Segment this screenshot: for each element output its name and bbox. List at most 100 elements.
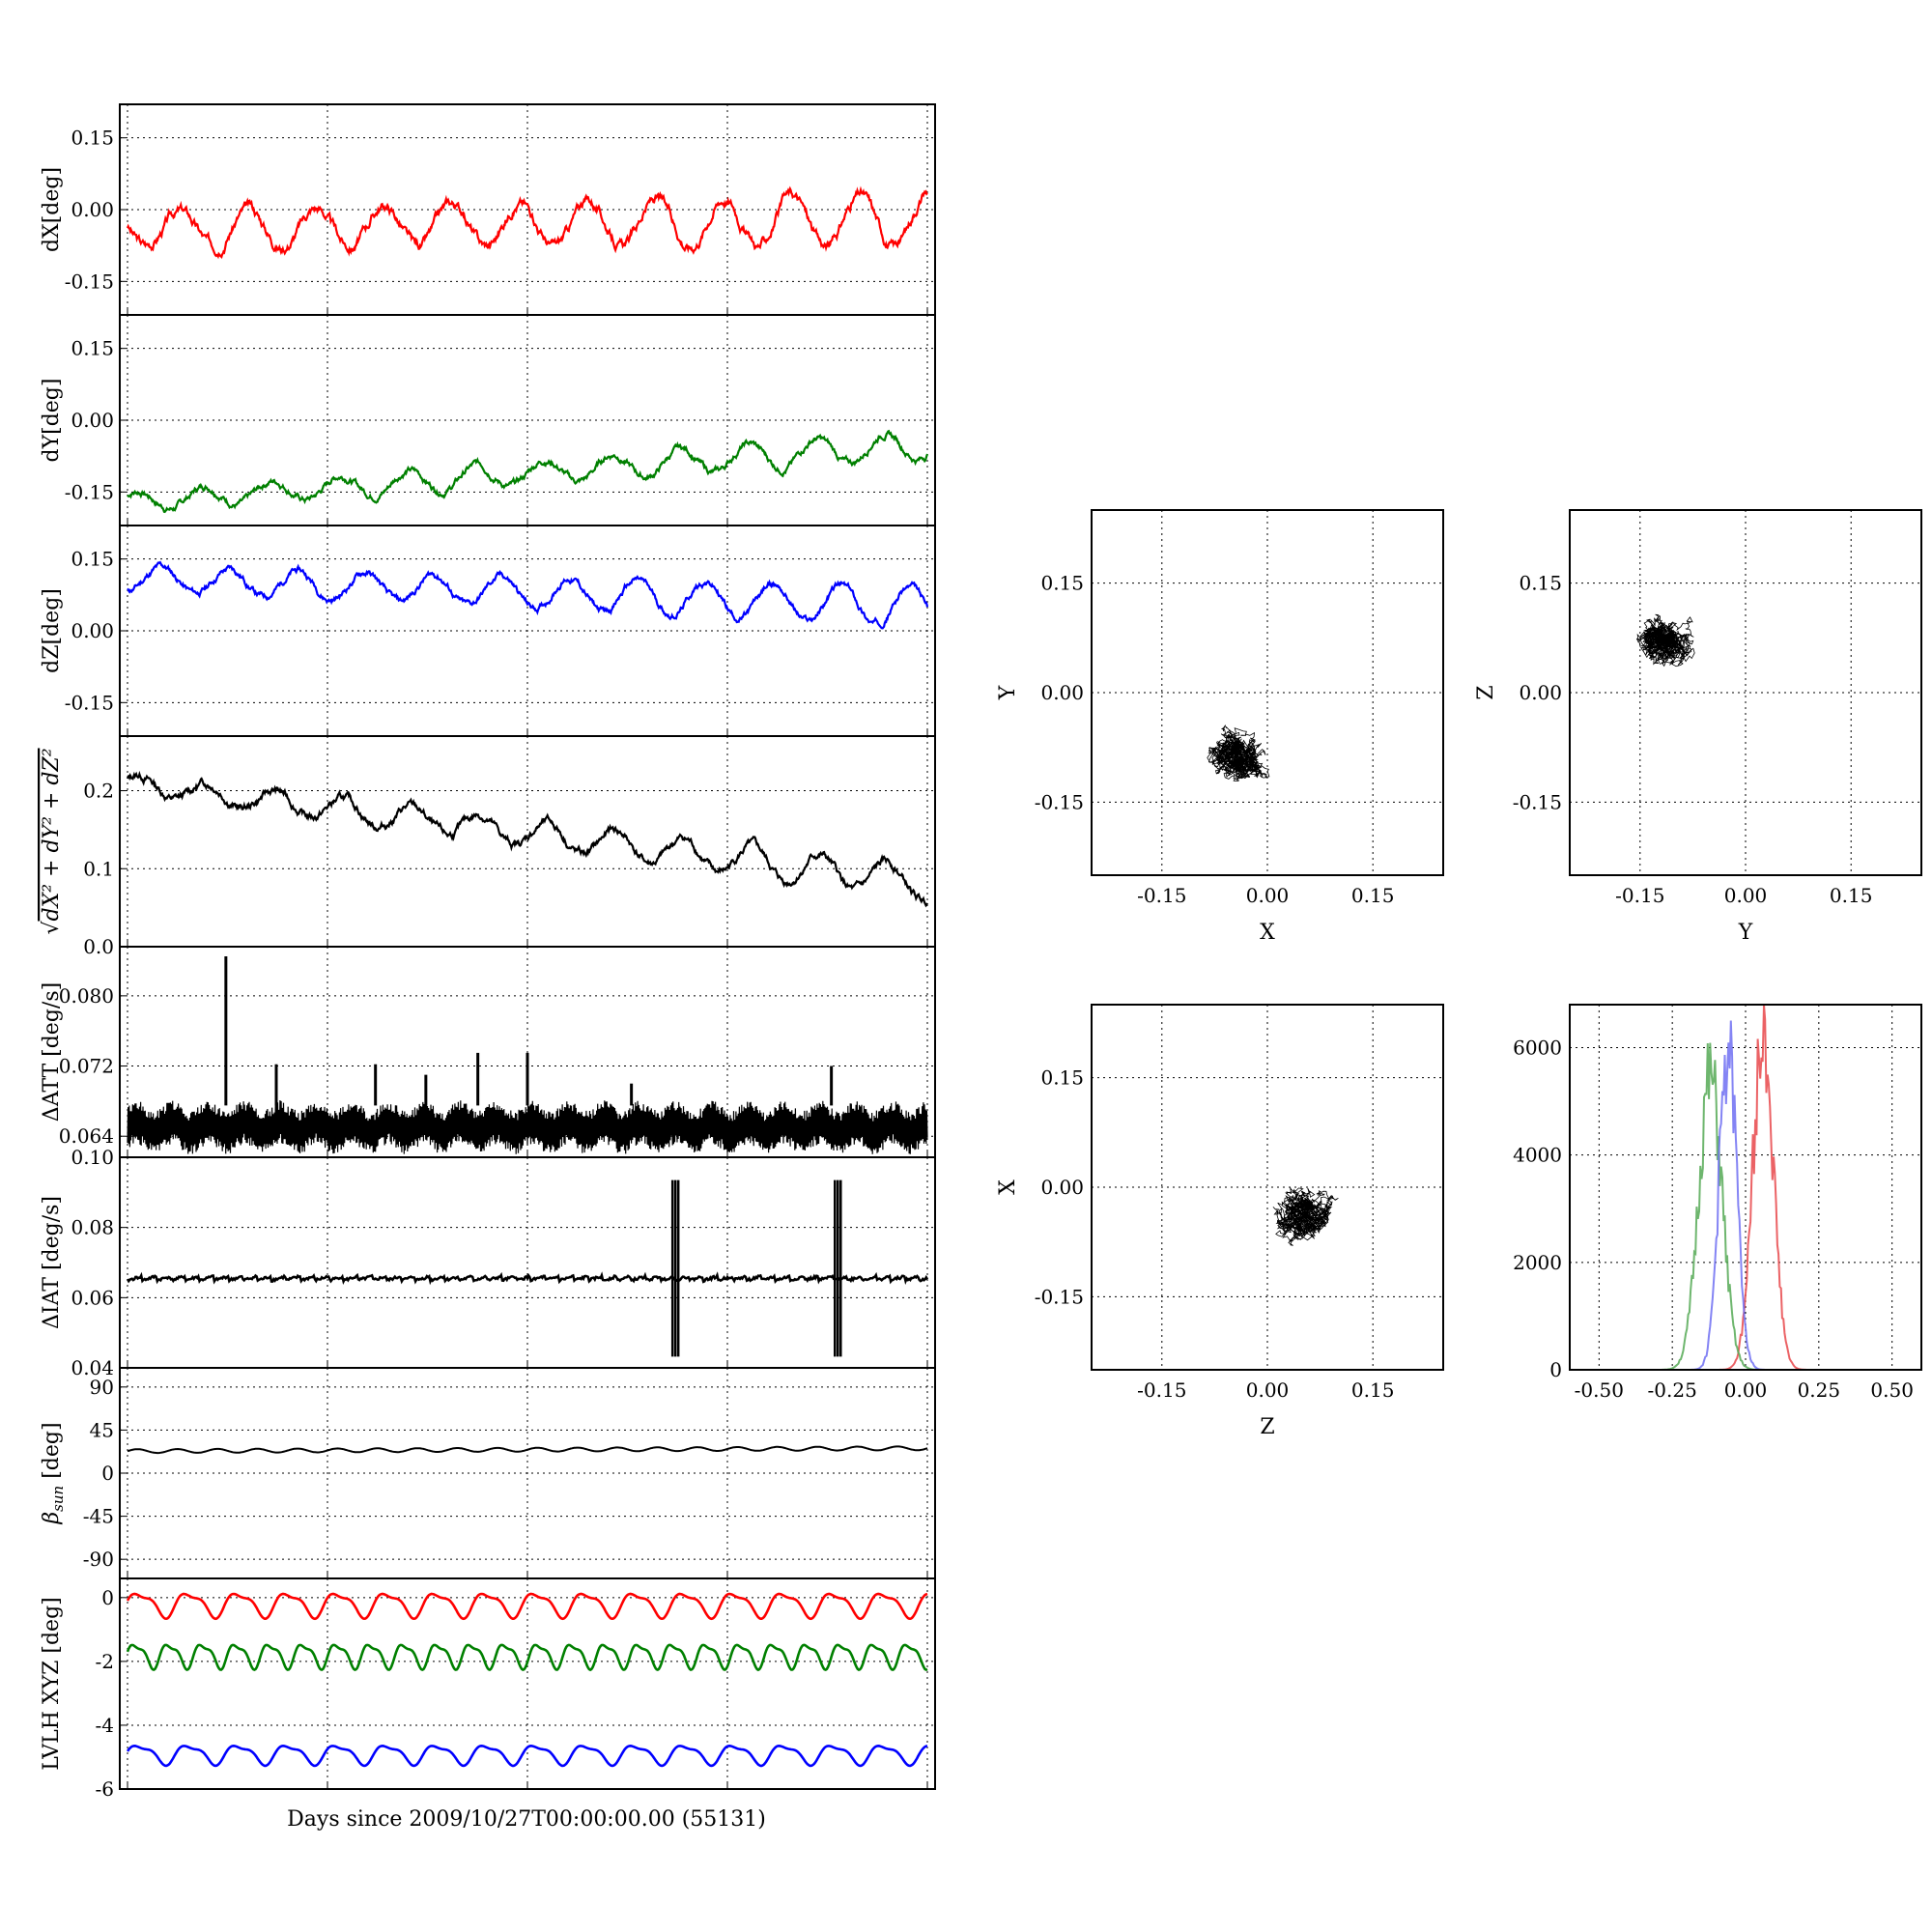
histogram-series [1599, 1020, 1892, 1371]
y-tick-label: 0.15 [1040, 1066, 1084, 1090]
panel-lvlh: 0 -2 -4 -6 LVLH XYZ [deg] [40, 1577, 936, 1801]
y-tick-label: -4 [96, 1714, 114, 1737]
x-tick-label: 0.15 [1830, 884, 1873, 907]
series-line [126, 1744, 928, 1768]
y-tick-label: 0 [101, 1462, 114, 1485]
y-axis-label: LVLH XYZ [deg] [40, 1597, 64, 1771]
y-axis-label: Z [1474, 685, 1498, 699]
x-axis-label: X [1260, 921, 1275, 945]
axes-frame [1091, 1004, 1444, 1371]
x-axis-label: Z [1260, 1415, 1274, 1439]
y-tick-label: 0.10 [71, 1146, 114, 1169]
y-tick-label: 0.072 [59, 1055, 114, 1078]
panel-yz: -0.15 0.15 0.00 0.00 0.15 -0.15 Y Z [1474, 509, 1922, 945]
y-tick-label: 0.00 [1040, 1176, 1084, 1199]
series-line [126, 1592, 928, 1621]
x-tick-label: 0.00 [1724, 884, 1768, 907]
series-line [126, 1271, 929, 1286]
y-tick-label: 4000 [1513, 1144, 1562, 1167]
y-tick-label: -90 [83, 1548, 114, 1571]
right-panel-grid: -0.15 0.15 0.00 0.00 0.15 -0.15 X Y -0.15 0.15 0.0… [996, 509, 1922, 1439]
y-axis-label: dY[deg] [40, 379, 64, 463]
x-tick-label: 0.25 [1798, 1378, 1841, 1402]
series-line [126, 770, 929, 908]
series-line [127, 1099, 928, 1154]
y-tick-label: 0.00 [71, 198, 114, 221]
y-axis-label: √dX² + dY² + dZ² [40, 748, 64, 934]
y-tick-label: 0.15 [71, 548, 114, 571]
panel-hist: -0.50 -0.25 0.00 0.25 0.50 6000 4000 2000 0 [1513, 1004, 1922, 1402]
panel-beta: 90 45 0 -45 -90 βsun [deg] [40, 1367, 936, 1579]
y-tick-label: 0.00 [1519, 681, 1562, 704]
y-tick-label: 0.1 [83, 857, 114, 880]
y-tick-label: 0.04 [71, 1356, 114, 1379]
y-axis-label: ΔIAT [deg/s] [40, 1196, 64, 1329]
y-tick-label: -0.15 [1035, 1285, 1084, 1308]
x-tick-label: 0.50 [1870, 1378, 1914, 1402]
y-axis-label: Y [996, 685, 1020, 700]
y-tick-label: 0.08 [71, 1216, 114, 1239]
y-tick-label: 0.15 [71, 127, 114, 150]
x-tick-label: 0.00 [1724, 1378, 1768, 1402]
y-tick-label: 0.00 [71, 409, 114, 432]
axes-frame [1569, 1004, 1922, 1371]
y-tick-label: 6000 [1513, 1036, 1562, 1059]
y-axis-label: βsun [deg] [40, 1422, 67, 1524]
panel-xy: -0.15 0.15 0.00 0.00 0.15 -0.15 X Y [996, 509, 1444, 945]
x-tick-label: -0.50 [1575, 1378, 1624, 1402]
x-axis-label: Days since 2009/10/27T00:00:00.00 (55131… [287, 1807, 766, 1832]
y-tick-label: -0.15 [65, 480, 114, 503]
x-tick-label: -0.15 [1615, 884, 1664, 907]
y-axis-label: dZ[deg] [40, 588, 64, 673]
y-tick-label: 90 [90, 1376, 114, 1399]
y-tick-label: -0.15 [65, 691, 114, 714]
series-line [127, 1445, 928, 1455]
trajectory-line [1272, 1187, 1339, 1246]
series-line [127, 429, 929, 514]
x-tick-label: 0.15 [1351, 884, 1395, 907]
y-tick-label: -2 [96, 1650, 114, 1673]
y-tick-label: 0.00 [71, 619, 114, 642]
y-tick-label: 0.15 [1040, 572, 1084, 595]
x-tick-label: 0.00 [1246, 1378, 1290, 1402]
y-tick-label: 45 [90, 1418, 114, 1441]
x-tick-label: -0.25 [1648, 1378, 1697, 1402]
y-tick-label: -0.15 [65, 270, 114, 293]
series-line [127, 560, 929, 630]
y-tick-label: 0.2 [83, 780, 114, 803]
x-tick-label: -0.15 [1137, 1378, 1186, 1402]
y-tick-label: 0 [101, 1586, 114, 1609]
panel-diat: 0.10 0.08 0.06 0.04 ΔIAT [deg/s] [40, 1146, 936, 1379]
y-tick-label: 0.15 [1519, 572, 1562, 595]
x-tick-label: 0.15 [1351, 1378, 1395, 1402]
trajectory-line [1635, 613, 1695, 668]
trajectory-line [1207, 724, 1270, 782]
axes-frame [1091, 509, 1444, 876]
panel-zx: -0.15 0.15 0.00 0.00 0.15 -0.15 Z X [996, 1004, 1444, 1439]
y-tick-label: 0.06 [71, 1286, 114, 1309]
x-tick-label: 0.00 [1246, 884, 1290, 907]
left-panel-stack: 0.150.00-0.15dX[deg]0.150.00-0.15dY[deg]… [40, 103, 936, 1801]
y-tick-label: 0.15 [71, 337, 114, 360]
y-tick-label: 2000 [1513, 1251, 1562, 1274]
y-tick-label: -45 [83, 1505, 114, 1528]
axes-frame [1569, 509, 1922, 876]
y-axis-label: ΔATT [deg/s] [40, 982, 64, 1122]
y-tick-label: 0 [1549, 1358, 1562, 1381]
panel-mag: 0.2 0.1 0.0 √dX² + dY² + dZ² [40, 735, 936, 958]
x-axis-label: Y [1738, 921, 1753, 945]
y-tick-label: -0.15 [1035, 790, 1084, 813]
histogram-series [1599, 1004, 1892, 1371]
y-tick-label: 0.080 [59, 984, 114, 1008]
y-tick-label: 0.0 [83, 935, 114, 958]
y-tick-label: 0.064 [59, 1124, 114, 1148]
y-tick-label: -0.15 [1513, 790, 1562, 813]
y-tick-label: 0.00 [1040, 681, 1084, 704]
y-tick-label: -6 [96, 1777, 114, 1801]
y-axis-label: X [996, 1179, 1020, 1195]
